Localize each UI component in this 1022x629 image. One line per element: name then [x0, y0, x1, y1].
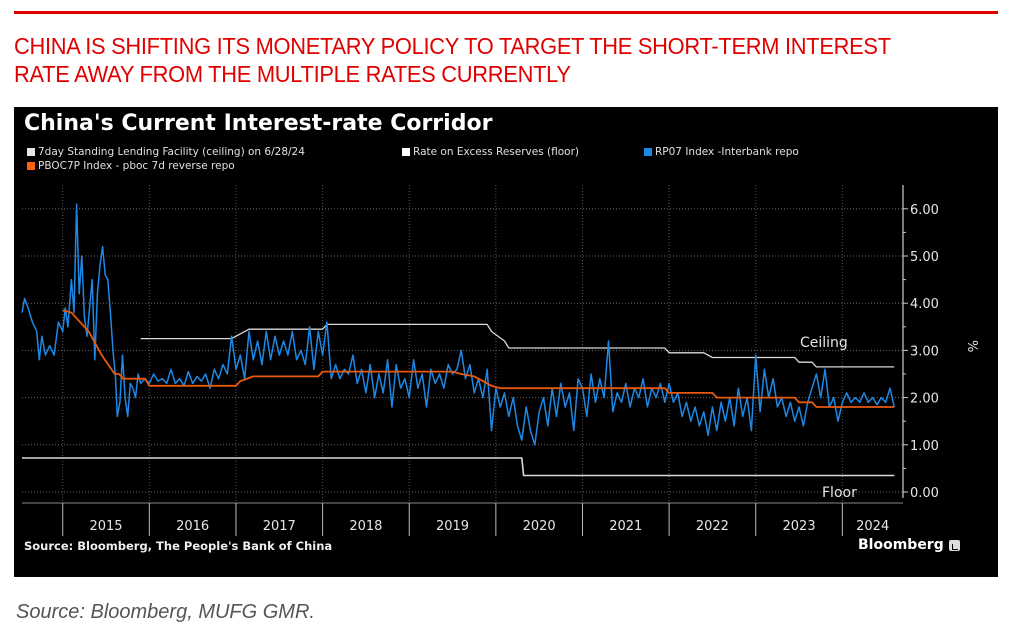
- x-tick-label: 2017: [263, 519, 296, 534]
- legend-swatch-pboc: [27, 162, 35, 170]
- chart-panel: [14, 107, 998, 577]
- y-tick-label: 0.00: [910, 486, 939, 501]
- legend-swatch-ceiling: [27, 148, 35, 156]
- legend-item-floor: Rate on Excess Reserves (floor): [402, 146, 579, 158]
- legend-label: RP07 Index -Interbank repo: [655, 146, 799, 158]
- legend-item-ceiling: 7day Standing Lending Facility (ceiling)…: [27, 146, 305, 158]
- legend-label: PBOC7P Index - pboc 7d reverse repo: [38, 160, 235, 172]
- legend-label: 7day Standing Lending Facility (ceiling)…: [38, 146, 305, 158]
- y-tick-label: 4.00: [910, 297, 939, 312]
- footer-source: Source: Bloomberg, MUFG GMR.: [16, 601, 315, 623]
- axes: 0.00 1.00 2.00 3.00 4.00 5.00 6.00 2015 2016 2017…: [22, 185, 939, 536]
- annotation-floor: Floor: [822, 485, 857, 501]
- series-line-ceiling: [140, 323, 895, 368]
- grid: [22, 185, 903, 503]
- x-tick-label: 2020: [523, 519, 556, 534]
- y-tick-label: 1.00: [910, 439, 939, 454]
- series-line-rp07: [21, 203, 896, 446]
- chart-title: China's Current Interest-rate Corridor: [24, 111, 493, 136]
- y-tick-label: 5.00: [910, 250, 939, 265]
- y-tick-label: 6.00: [910, 203, 939, 218]
- legend-item-rp07: RP07 Index -Interbank repo: [644, 146, 799, 158]
- legend-label: Rate on Excess Reserves (floor): [413, 146, 579, 158]
- brand-name: Bloomberg: [858, 537, 944, 553]
- annotation-ceiling: Ceiling: [800, 335, 848, 351]
- legend-swatch-floor: [402, 148, 410, 156]
- headline: CHINA IS SHIFTING ITS MONETARY POLICY TO…: [14, 33, 891, 87]
- top-rule: [14, 11, 998, 14]
- series-line-floor: [22, 457, 895, 477]
- x-tick-label: 2018: [349, 519, 382, 534]
- y-tick-label: 2.00: [910, 392, 939, 407]
- y-tick-label: 3.00: [910, 344, 939, 359]
- bloomberg-chart-icon: [948, 539, 960, 551]
- legend-item-pboc: PBOC7P Index - pboc 7d reverse repo: [27, 160, 235, 172]
- x-tick-label: 2015: [89, 519, 122, 534]
- y-axis-label: %: [964, 340, 979, 352]
- legend-swatch-rp07: [644, 148, 652, 156]
- brand-logo: Bloomberg: [858, 537, 960, 553]
- x-tick-label: 2021: [609, 519, 642, 534]
- series-line-pboc: [62, 309, 895, 408]
- x-tick-label: 2019: [436, 519, 469, 534]
- x-tick-label: 2016: [176, 519, 209, 534]
- x-tick-label: 2023: [783, 519, 816, 534]
- series-layer: [21, 203, 896, 477]
- x-tick-label: 2024: [856, 519, 889, 534]
- chart-source: Source: Bloomberg, The People's Bank of …: [24, 539, 333, 553]
- x-tick-label: 2022: [696, 519, 729, 534]
